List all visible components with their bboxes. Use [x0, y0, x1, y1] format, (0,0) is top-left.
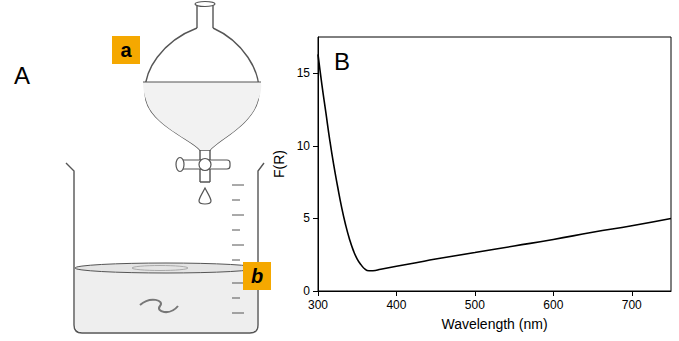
- svg-text:700: 700: [622, 298, 642, 312]
- svg-text:Wavelength (nm): Wavelength (nm): [441, 316, 547, 332]
- svg-text:a: a: [120, 39, 132, 61]
- svg-text:10: 10: [297, 139, 311, 153]
- svg-text:15: 15: [297, 66, 311, 80]
- svg-text:F(R): F(R): [271, 150, 287, 178]
- svg-text:b: b: [251, 265, 263, 287]
- svg-text:B: B: [334, 48, 350, 75]
- svg-text:A: A: [14, 62, 30, 89]
- svg-text:300: 300: [308, 298, 328, 312]
- svg-text:600: 600: [543, 298, 563, 312]
- svg-text:400: 400: [386, 298, 406, 312]
- svg-text:500: 500: [465, 298, 485, 312]
- svg-text:5: 5: [303, 211, 310, 225]
- svg-text:0: 0: [303, 284, 310, 298]
